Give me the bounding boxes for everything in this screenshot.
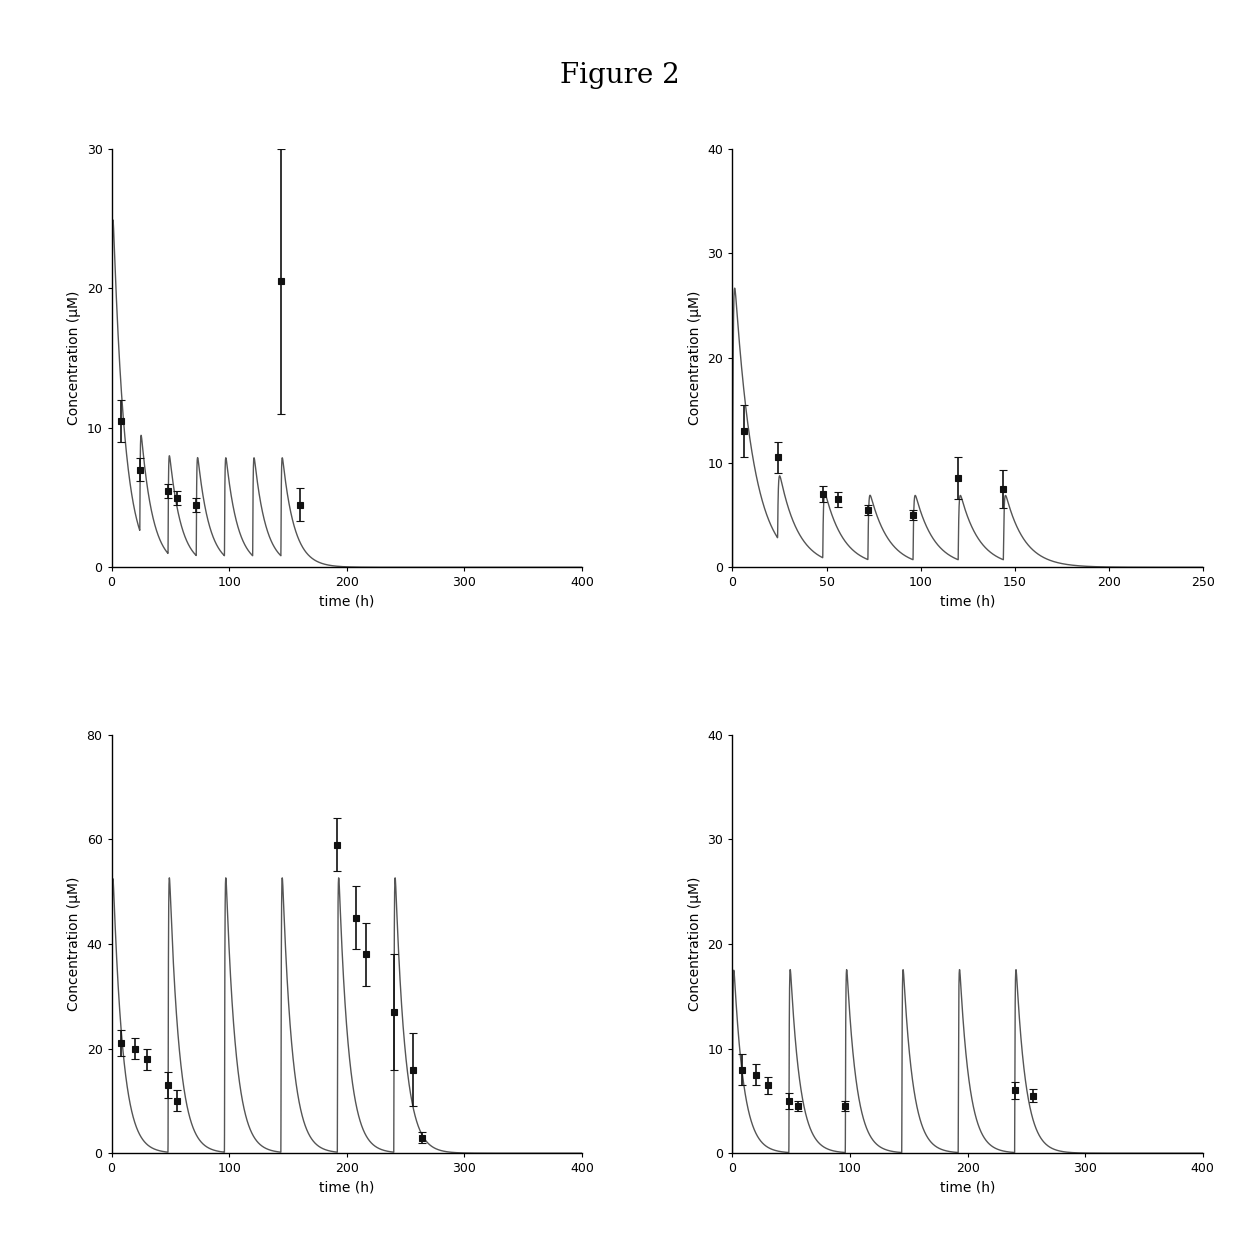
Text: Figure 2: Figure 2 <box>560 62 680 89</box>
X-axis label: time (h): time (h) <box>940 595 996 609</box>
Y-axis label: Concentration (μM): Concentration (μM) <box>688 877 702 1011</box>
X-axis label: time (h): time (h) <box>319 595 374 609</box>
X-axis label: time (h): time (h) <box>319 1180 374 1195</box>
X-axis label: time (h): time (h) <box>940 1180 996 1195</box>
Y-axis label: Concentration (μM): Concentration (μM) <box>688 291 702 425</box>
Y-axis label: Concentration (μM): Concentration (μM) <box>67 291 81 425</box>
Y-axis label: Concentration (μM): Concentration (μM) <box>67 877 81 1011</box>
